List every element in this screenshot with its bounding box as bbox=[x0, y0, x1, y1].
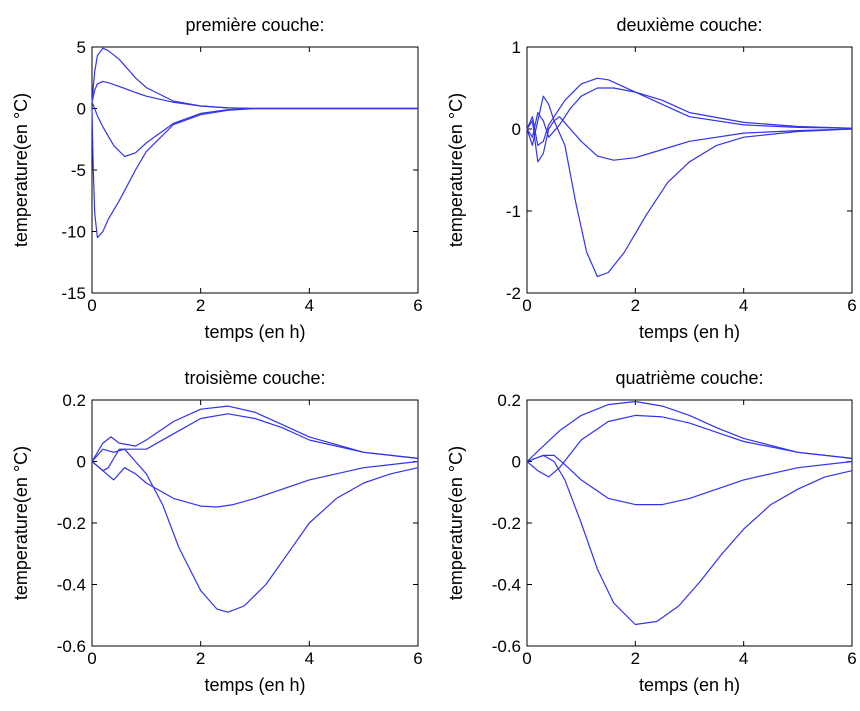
series-line-4 bbox=[526, 120, 853, 278]
y-tick-label: -1 bbox=[506, 202, 521, 221]
x-tick-label: 2 bbox=[631, 649, 640, 668]
x-tick-label: 0 bbox=[87, 296, 96, 315]
series-line-4 bbox=[91, 107, 418, 239]
y-tick-label: -5 bbox=[71, 161, 86, 180]
series-line-4 bbox=[526, 454, 853, 626]
x-axis-label: temps (en h) bbox=[639, 675, 740, 695]
series-line-3 bbox=[526, 454, 853, 506]
y-tick-label: 0.2 bbox=[497, 391, 521, 410]
series-line-3 bbox=[526, 95, 853, 161]
y-tick-label: -0.4 bbox=[492, 576, 521, 595]
x-tick-label: 6 bbox=[413, 649, 422, 668]
y-axis-label: temperature(en °C) bbox=[446, 446, 466, 600]
x-axis-label: temps (en h) bbox=[204, 322, 305, 342]
y-tick-label: 0 bbox=[77, 100, 86, 119]
y-axis-label: temperature(en °C) bbox=[11, 446, 31, 600]
x-tick-label: 2 bbox=[631, 296, 640, 315]
y-tick-label: -0.2 bbox=[492, 514, 521, 533]
chart-title: troisième couche: bbox=[184, 368, 325, 388]
x-tick-label: 2 bbox=[196, 296, 205, 315]
x-tick-label: 4 bbox=[305, 649, 314, 668]
x-tick-label: 6 bbox=[413, 296, 422, 315]
chart-title: première couche: bbox=[185, 15, 324, 35]
y-tick-label: -0.6 bbox=[57, 637, 86, 656]
y-tick-label: 0 bbox=[512, 120, 521, 139]
series-line-3 bbox=[91, 460, 419, 508]
series-line-2 bbox=[526, 87, 853, 138]
x-tick-label: 4 bbox=[305, 296, 314, 315]
series-line-1 bbox=[91, 405, 419, 462]
chart-title: deuxième couche: bbox=[616, 15, 762, 35]
y-tick-label: -15 bbox=[61, 284, 86, 303]
plot-frame bbox=[91, 46, 419, 294]
y-axis-label: temperature(en °C) bbox=[446, 93, 466, 247]
plot-frame bbox=[526, 46, 853, 294]
y-tick-label: 0 bbox=[77, 453, 86, 472]
y-tick-label: -0.4 bbox=[57, 576, 86, 595]
chart-title: quatrième couche: bbox=[615, 368, 763, 388]
series-line-2 bbox=[526, 414, 853, 478]
subplot-4: quatrième couche: 0 2 4 6 -0.6 -0.4 -0.2 0 0.2 tem… bbox=[446, 368, 857, 695]
x-axis-label: temps (en h) bbox=[204, 675, 305, 695]
x-tick-label: 4 bbox=[739, 296, 748, 315]
series-line-2 bbox=[91, 413, 419, 472]
subplot-1: première couche: 0 2 4 6 -15 -10 -5 0 5 temps (en … bbox=[11, 15, 423, 342]
y-tick-label: -0.2 bbox=[57, 514, 86, 533]
subplot-2: deuxième couche: 0 2 4 6 -2 -1 0 1 temps (en h) te… bbox=[446, 15, 857, 342]
plot-frame bbox=[526, 399, 853, 647]
series-line-4 bbox=[91, 448, 419, 613]
subplot-3: troisième couche: 0 2 4 6 -0.6 -0.4 -0.2 0 0.2 tem… bbox=[11, 368, 423, 695]
y-tick-label: -2 bbox=[506, 284, 521, 303]
y-axis-label: temperature(en °C) bbox=[11, 93, 31, 247]
x-tick-label: 4 bbox=[739, 649, 748, 668]
y-tick-label: 1 bbox=[512, 38, 521, 57]
y-tick-label: 0 bbox=[512, 453, 521, 472]
y-tick-label: -0.6 bbox=[492, 637, 521, 656]
series-line-1 bbox=[526, 77, 853, 146]
x-tick-label: 6 bbox=[847, 649, 856, 668]
series-line-1 bbox=[526, 400, 853, 462]
x-tick-label: 2 bbox=[196, 649, 205, 668]
y-tick-label: 5 bbox=[77, 38, 86, 57]
x-tick-label: 6 bbox=[847, 296, 856, 315]
x-tick-label: 0 bbox=[522, 649, 531, 668]
y-tick-label: 0.2 bbox=[62, 391, 86, 410]
plot-frame bbox=[91, 399, 419, 647]
x-axis-label: temps (en h) bbox=[639, 322, 740, 342]
x-tick-label: 0 bbox=[522, 296, 531, 315]
y-tick-label: -10 bbox=[61, 223, 86, 242]
x-tick-label: 0 bbox=[87, 649, 96, 668]
